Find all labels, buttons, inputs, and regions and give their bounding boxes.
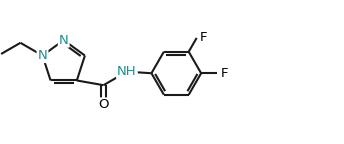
Text: F: F	[200, 31, 207, 44]
Text: NH: NH	[117, 65, 137, 78]
Text: F: F	[220, 67, 228, 80]
Text: N: N	[59, 34, 68, 47]
Text: O: O	[98, 98, 109, 111]
Text: N: N	[37, 49, 47, 62]
